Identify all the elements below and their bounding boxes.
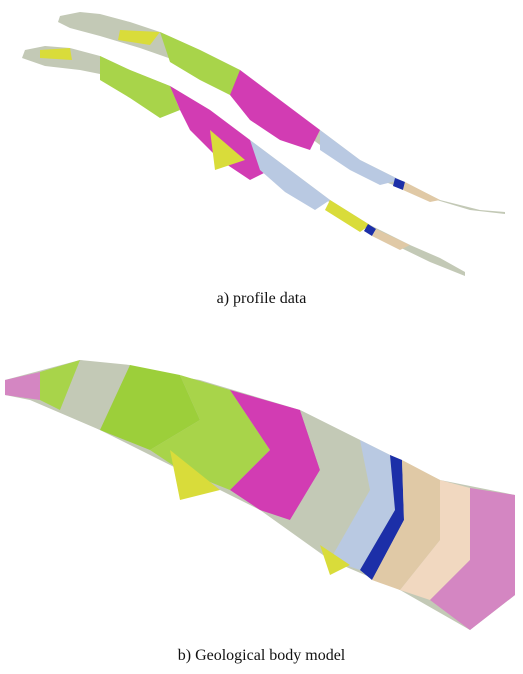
- profile-data-image: [22, 12, 505, 276]
- geological-body-model-figure: [0, 330, 523, 640]
- figure-a-caption: a) profile data: [216, 290, 307, 307]
- geological-body-model-image: [5, 360, 515, 630]
- figure-b-caption: b) Geological body model: [177, 647, 346, 664]
- profile-data-figure: [0, 0, 523, 282]
